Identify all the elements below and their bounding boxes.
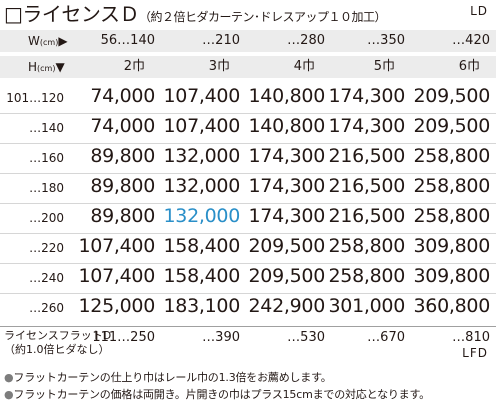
width-header-label: W(cm)▶ [28,30,68,54]
row-separator [0,203,496,204]
price-cell: 140,800 [248,115,326,137]
price-cell: 107,400 [163,85,241,107]
flat-width-2: …390 [202,330,240,345]
height-label: H [28,60,38,74]
price-cell: 174,300 [248,205,326,227]
width-header-band [0,30,496,52]
flat-label: ライセンスフラットD （約1.0倍ヒダなし） [4,329,111,357]
price-cell: 174,300 [328,85,406,107]
price-cell: 301,000 [328,295,406,317]
height-range-6: …220 [29,241,64,255]
price-cell: 107,400 [78,235,156,257]
price-cell: 258,800 [413,175,491,197]
price-cell: 258,800 [413,145,491,167]
width-value-2: …210 [202,33,240,48]
note-bullet-icon: ● [4,388,14,401]
panel-count-1: 2巾 [123,59,145,74]
height-range-4: …180 [29,181,64,195]
price-cell: 74,000 [90,85,155,107]
price-cell: 125,000 [78,295,156,317]
price-cell: 209,500 [413,85,491,107]
panel-count-4: 5巾 [373,59,395,74]
price-cell: 89,800 [90,175,155,197]
note-2: ●フラットカーテンの価格は両開き。片開きの巾はプラス15cmまでの対応となります… [4,386,430,402]
height-header-label: H(cm)▼ [28,56,65,80]
price-cell: 140,800 [248,85,326,107]
note-1-text: フラットカーテンの仕上り巾はレール巾の1.3倍をお薦めします。 [13,371,332,384]
flat-label-line2: （約1.0倍ヒダなし） [4,343,110,356]
width-value-1: 56…140 [100,33,155,48]
price-cell: 258,800 [328,265,406,287]
price-cell: 132,000 [163,205,241,227]
panel-count-5: 6巾 [458,59,480,74]
title-checkbox: □ [4,2,23,26]
panel-count-3: 4巾 [293,59,315,74]
price-cell: 309,800 [413,235,491,257]
height-range-1: 101…120 [6,91,64,105]
panel-count-2: 3巾 [208,59,230,74]
row-separator [0,113,496,114]
price-cell: 309,800 [413,265,491,287]
width-value-3: …280 [287,33,325,48]
height-range-5: …200 [29,211,64,225]
row-separator [0,263,496,264]
product-code-top: LD [470,4,488,18]
flat-width-4: …670 [367,330,405,345]
height-arrow-icon: ▼ [55,60,65,74]
title-main: ライセンスＤ [22,2,140,26]
flat-width-5: …810 [452,330,490,345]
price-cell: 89,800 [90,145,155,167]
price-cell: 360,800 [413,295,491,317]
price-cell: 158,400 [163,235,241,257]
price-cell: 132,000 [163,175,241,197]
product-code-bottom: LFD [462,346,488,360]
flat-width-1: 111…250 [92,330,155,345]
price-cell: 209,500 [413,115,491,137]
title-sub: （約２倍ヒダカーテン･ドレスアップ１０加工） [139,10,387,24]
row-separator [0,143,496,144]
width-value-5: …420 [452,33,490,48]
price-cell: 183,100 [163,295,241,317]
height-range-3: …160 [29,151,64,165]
price-cell: 258,800 [328,235,406,257]
width-value-4: …350 [367,33,405,48]
price-cell: 216,500 [328,205,406,227]
note-1: ●フラットカーテンの仕上り巾はレール巾の1.3倍をお薦めします。 [4,369,332,385]
row-separator [0,233,496,234]
price-cell: 209,500 [248,265,326,287]
flat-width-3: …530 [287,330,325,345]
flat-separator [0,326,496,327]
flat-label-line1: ライセンスフラットD [4,329,112,342]
price-cell: 132,000 [163,145,241,167]
width-label: W [28,34,40,48]
price-cell: 174,300 [248,175,326,197]
price-cell: 74,000 [90,115,155,137]
price-cell: 242,900 [248,295,326,317]
note-bullet-icon: ● [4,371,14,384]
price-cell: 107,400 [163,115,241,137]
height-range-7: …240 [29,271,64,285]
height-range-8: …260 [29,301,64,315]
row-separator [0,293,496,294]
price-cell: 216,500 [328,175,406,197]
height-range-2: …140 [29,121,64,135]
note-2-text: フラットカーテンの価格は両開き。片開きの巾はプラス15cmまでの対応となります。 [13,388,430,401]
width-unit: (cm) [39,38,59,47]
price-cell: 216,500 [328,145,406,167]
row-separator [0,173,496,174]
height-header-band [0,56,496,78]
price-cell: 107,400 [78,265,156,287]
price-cell: 174,300 [248,145,326,167]
price-cell: 258,800 [413,205,491,227]
width-arrow-icon: ▶ [58,34,68,48]
price-cell: 209,500 [248,235,326,257]
price-cell: 89,800 [90,205,155,227]
height-unit: (cm) [37,64,56,73]
page-title: □ライセンスＤ（約２倍ヒダカーテン･ドレスアップ１０加工） [4,2,387,28]
price-cell: 174,300 [328,115,406,137]
price-cell: 158,400 [163,265,241,287]
